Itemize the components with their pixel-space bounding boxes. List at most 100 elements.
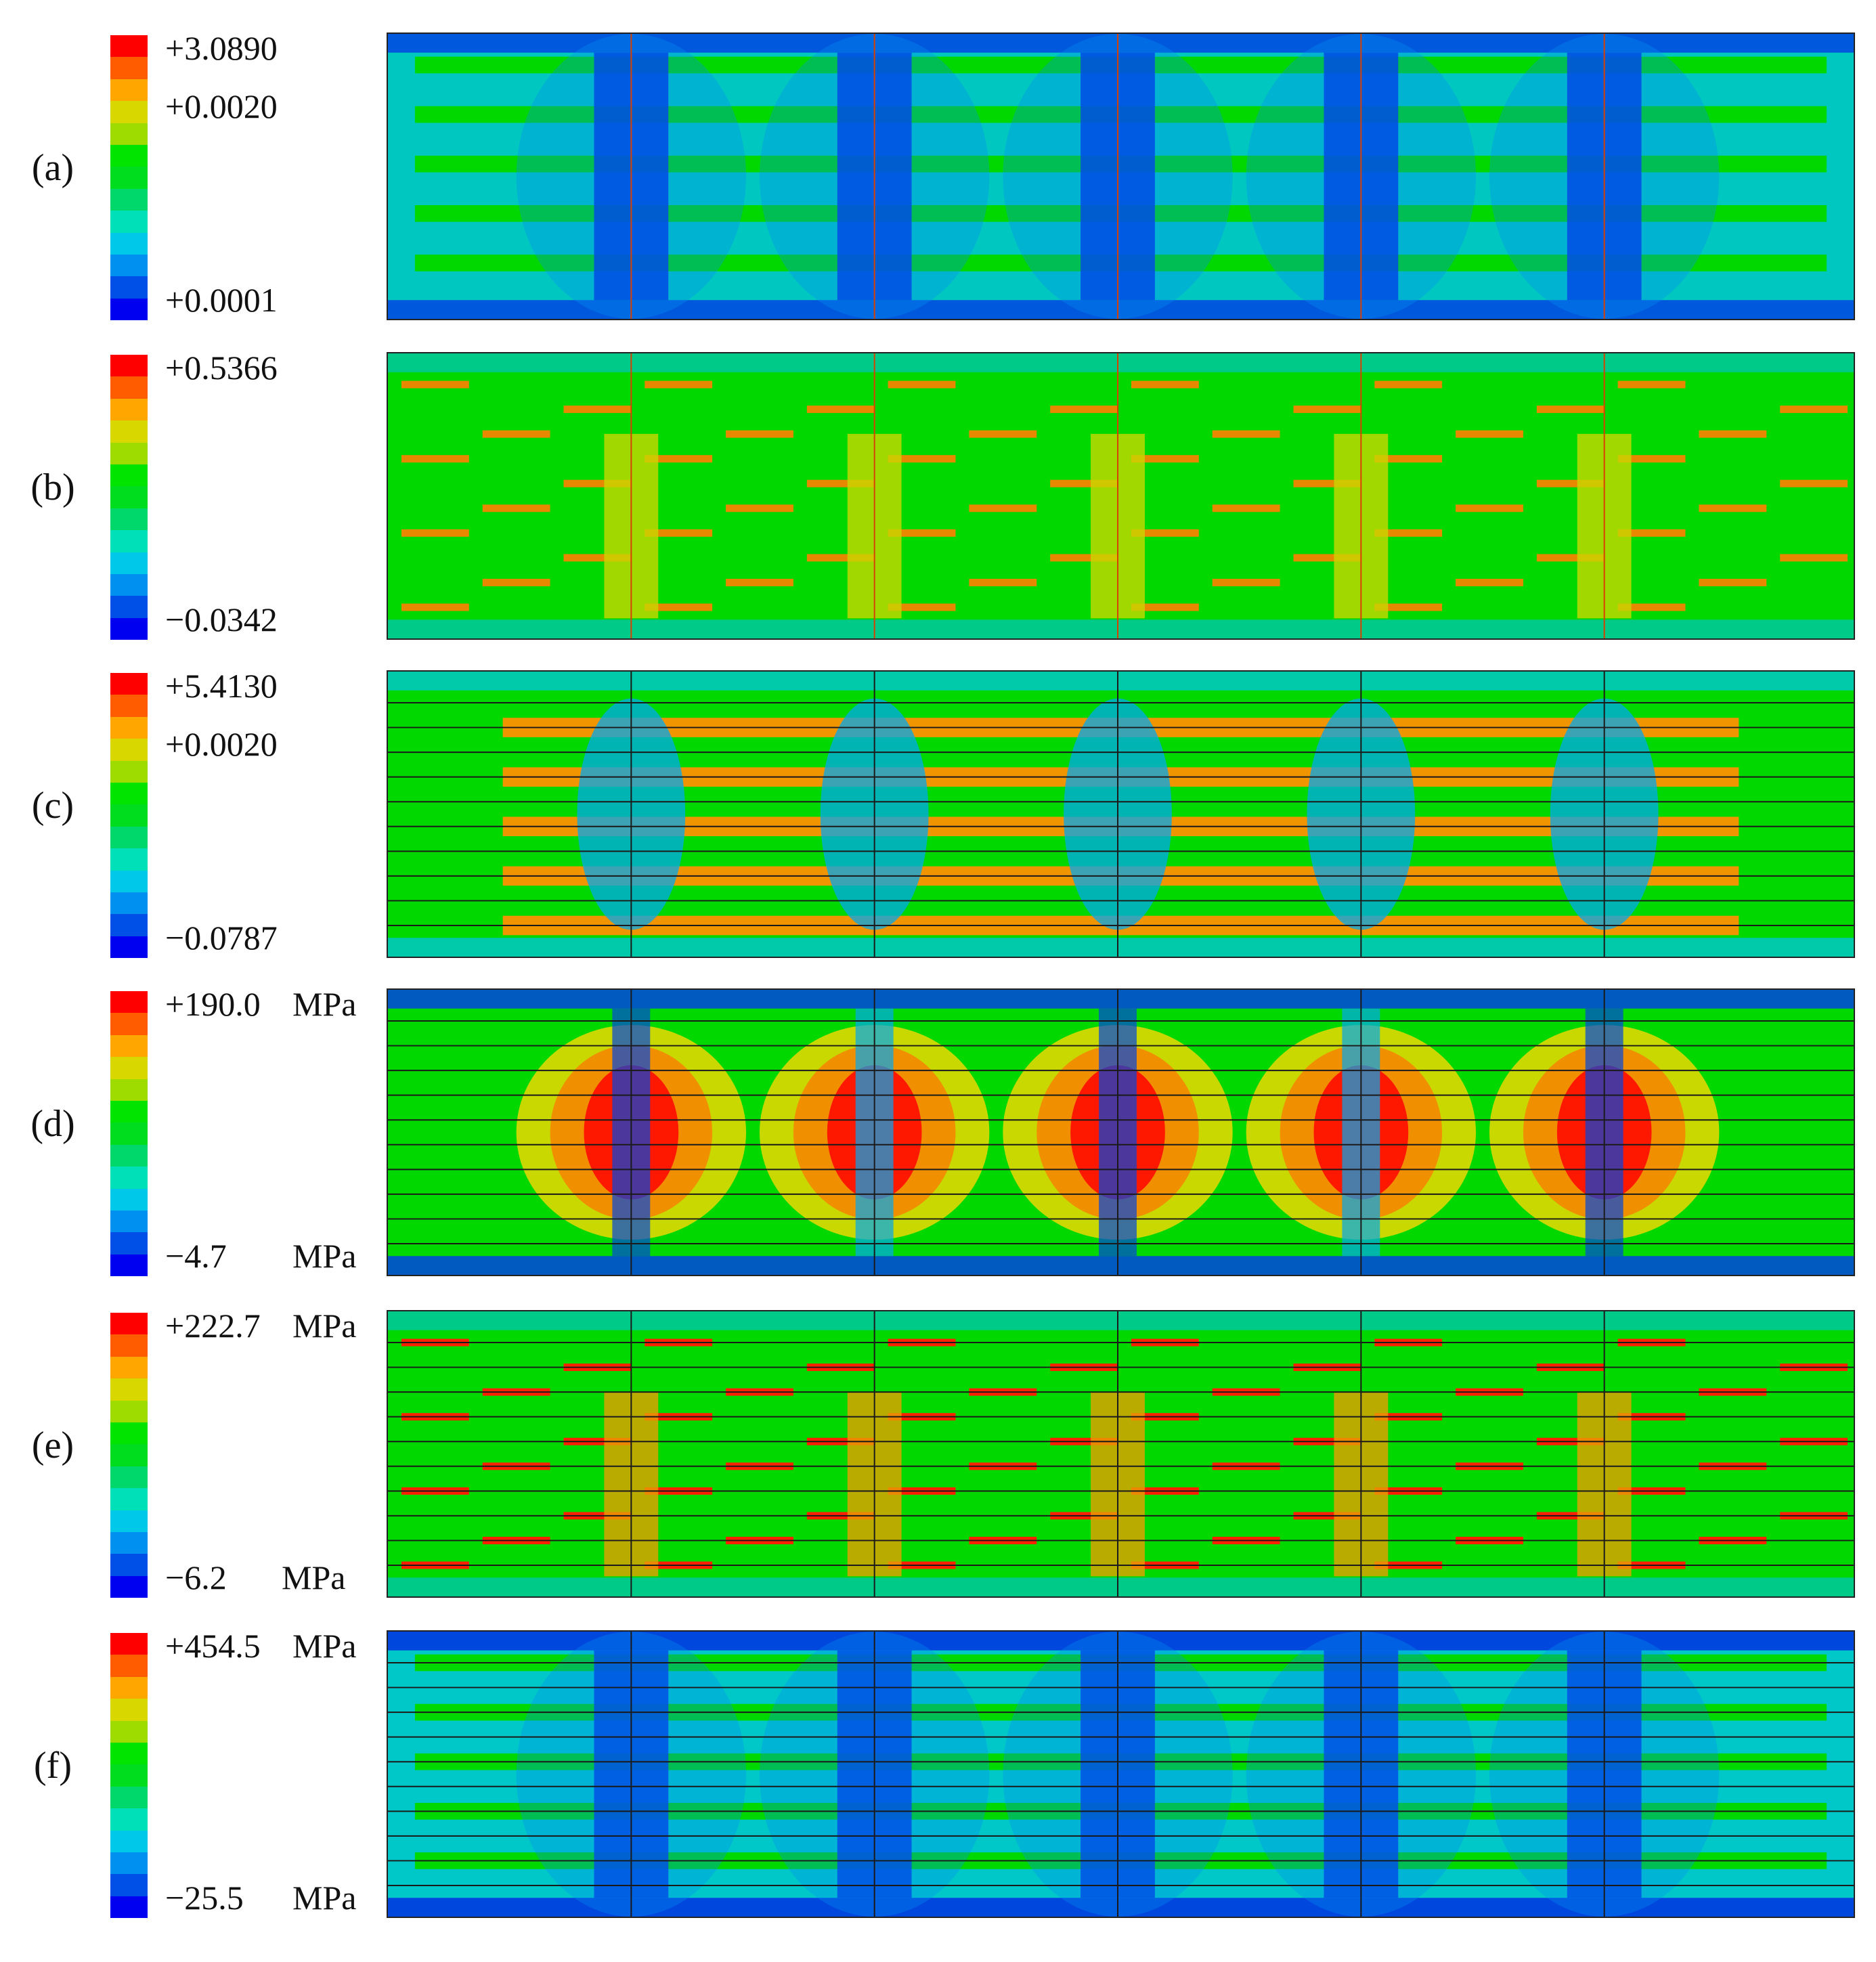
panel-label: (f)	[34, 1745, 72, 1787]
colorbar-min-label: +0.0001	[165, 281, 278, 319]
contour-dash	[969, 578, 1037, 586]
colorbar-segment	[110, 35, 148, 58]
contour-dash	[726, 504, 793, 513]
panel-c: (c) +5.4130 +0.0020 −0.0787	[0, 667, 1876, 961]
colorbar-segment	[110, 1188, 148, 1211]
colorbar-max-label: +5.4130	[165, 667, 278, 705]
colorbar-unit-label: MPa	[282, 1558, 346, 1596]
colorbar-segment	[110, 739, 148, 761]
contour-dash	[482, 504, 550, 513]
contour-dash	[645, 603, 713, 611]
contour-plot	[387, 32, 1855, 320]
contour-dash	[1699, 578, 1767, 586]
contour-top-edge	[388, 1311, 1854, 1330]
contour-dash	[1617, 380, 1686, 389]
colorbar-segment	[110, 167, 148, 189]
colorbar-segment	[110, 530, 148, 552]
contour-dash	[645, 529, 713, 537]
contour-dash	[1212, 578, 1280, 586]
colorbar-segment	[110, 464, 148, 487]
colorbar-segment	[110, 573, 148, 596]
colorbar-segment	[110, 1400, 148, 1422]
contour-dash	[1374, 380, 1443, 389]
colorbar-segment	[110, 101, 148, 123]
contour-dash	[1293, 554, 1361, 562]
colorbar-segment	[110, 355, 148, 377]
colorbar-segment	[110, 1874, 148, 1896]
colorbar-unit-label: MPa	[292, 1879, 357, 1917]
contour-bottom-edge	[388, 938, 1854, 957]
colorbar-segment	[110, 1575, 148, 1598]
contour-dash	[645, 380, 713, 389]
contour-dash	[1131, 455, 1199, 463]
colorbar-segment	[110, 1852, 148, 1875]
contour-dash	[806, 479, 875, 487]
colorbar	[110, 1633, 148, 1919]
colorbar-segment	[110, 760, 148, 783]
contour-dash	[1536, 554, 1605, 562]
contour-bottom-edge	[388, 1577, 1854, 1596]
contour-bottom-edge	[388, 1256, 1854, 1275]
colorbar-max-label: +3.0890	[165, 29, 278, 67]
colorbar	[110, 35, 148, 321]
colorbar-segment	[110, 211, 148, 233]
colorbar-unit-label: MPa	[292, 985, 357, 1023]
contour-svg	[388, 672, 1854, 957]
contour-plot	[387, 988, 1855, 1276]
colorbar-segment	[110, 276, 148, 299]
contour-dash	[401, 529, 469, 537]
panel-label: (b)	[30, 466, 75, 508]
contour-dash	[1456, 430, 1523, 438]
colorbar-segment	[110, 254, 148, 277]
colorbar-mid-label: +0.0020	[165, 725, 278, 763]
colorbar-segment	[110, 782, 148, 805]
colorbar	[110, 355, 148, 640]
contour-dash	[1212, 504, 1280, 513]
contour-dash	[1536, 406, 1605, 414]
colorbar	[110, 1313, 148, 1598]
contour-plot	[387, 670, 1855, 958]
contour-dash	[1536, 479, 1605, 487]
contour-bottom-edge	[388, 619, 1854, 638]
colorbar-segment	[110, 1078, 148, 1101]
colorbar-segment	[110, 1742, 148, 1765]
contour-dash	[1617, 455, 1686, 463]
contour-svg	[388, 990, 1854, 1275]
contour-bottom-edge	[388, 1898, 1854, 1917]
colorbar-segment	[110, 1720, 148, 1743]
colorbar-segment	[110, 1808, 148, 1831]
contour-top-edge	[388, 990, 1854, 1009]
contour-dash	[888, 455, 956, 463]
contour-dash	[888, 603, 956, 611]
contour-dash	[1212, 430, 1280, 438]
colorbar-segment	[110, 508, 148, 531]
colorbar-segment	[110, 1254, 148, 1277]
contour-dash	[726, 430, 793, 438]
colorbar-mid-label: +0.0020	[165, 87, 278, 125]
colorbar-segment	[110, 695, 148, 717]
contour-dash	[1780, 554, 1848, 562]
contour-dash	[1699, 430, 1767, 438]
colorbar-min-label: −6.2	[165, 1558, 227, 1596]
contour-dash	[563, 479, 632, 487]
colorbar-segment	[110, 1676, 148, 1699]
contour-dash	[806, 406, 875, 414]
colorbar-segment	[110, 1013, 148, 1035]
panel-b: (b) +0.5366 −0.0342	[0, 349, 1876, 643]
colorbar-max-label: +190.0	[165, 985, 261, 1023]
contour-dash	[1374, 529, 1443, 537]
colorbar-segment	[110, 1034, 148, 1058]
colorbar-segment	[110, 1633, 148, 1655]
panel-a: (a) +3.0890 +0.0020 +0.0001	[0, 29, 1876, 324]
colorbar-segment	[110, 1531, 148, 1554]
contour-dash	[1050, 479, 1118, 487]
colorbar	[110, 673, 148, 959]
contour-dash	[1699, 504, 1767, 513]
contour-dash	[645, 455, 713, 463]
colorbar-max-label: +0.5366	[165, 349, 278, 387]
colorbar-segment	[110, 804, 148, 827]
colorbar-segment	[110, 848, 148, 871]
colorbar-segment	[110, 552, 148, 574]
contour-dash	[482, 430, 550, 438]
